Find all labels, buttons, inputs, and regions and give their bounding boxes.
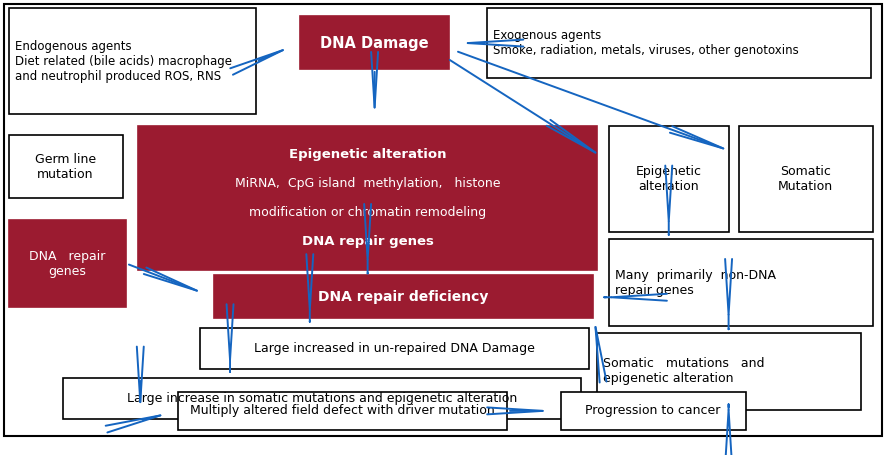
Text: Large increased in un-repaired DNA Damage: Large increased in un-repaired DNA Damag… [253, 342, 534, 355]
Bar [9, 136, 123, 198]
Text: MiRNA,  CpG island  methylation,   histone: MiRNA, CpG island methylation, histone [235, 177, 500, 190]
Text: Exogenous agents
Smoke, radiation, metals, viruses, other genotoxins: Exogenous agents Smoke, radiation, metal… [493, 29, 798, 57]
Text: DNA repair deficiency: DNA repair deficiency [318, 290, 488, 304]
Bar [299, 16, 449, 69]
Text: DNA   repair
genes: DNA repair genes [29, 249, 105, 278]
Bar [596, 333, 860, 410]
Text: DNA Damage: DNA Damage [320, 35, 429, 51]
Bar [486, 8, 870, 78]
Text: Progression to cancer: Progression to cancer [585, 404, 719, 417]
Bar [609, 239, 872, 326]
Text: Large increase in somatic mutations and epigenetic alteration: Large increase in somatic mutations and … [127, 392, 517, 405]
Bar [738, 126, 872, 232]
Text: Many  primarily  non-DNA
repair genes: Many primarily non-DNA repair genes [614, 269, 775, 297]
Bar [9, 220, 126, 307]
Text: Germ line
mutation: Germ line mutation [35, 153, 96, 181]
Bar [561, 392, 745, 430]
Text: modification or chromatin remodeling: modification or chromatin remodeling [249, 206, 486, 219]
Bar [214, 275, 593, 318]
Bar [62, 378, 580, 419]
Text: Somatic
Mutation: Somatic Mutation [777, 165, 832, 193]
Bar [178, 392, 507, 430]
Text: Endogenous agents
Diet related (bile acids) macrophage
and neutrophil produced R: Endogenous agents Diet related (bile aci… [15, 40, 231, 83]
Text: Somatic   mutations   and
epigenetic alteration: Somatic mutations and epigenetic alterat… [602, 358, 764, 385]
Bar [9, 8, 256, 114]
Bar [609, 126, 727, 232]
Text: Multiply altered field defect with driver mutation: Multiply altered field defect with drive… [190, 404, 494, 417]
Text: Epigenetic alteration: Epigenetic alteration [289, 148, 446, 161]
Text: Epigenetic
alteration: Epigenetic alteration [635, 165, 701, 193]
Bar [200, 328, 588, 369]
Bar [138, 126, 596, 270]
Text: DNA repair genes: DNA repair genes [301, 235, 433, 248]
